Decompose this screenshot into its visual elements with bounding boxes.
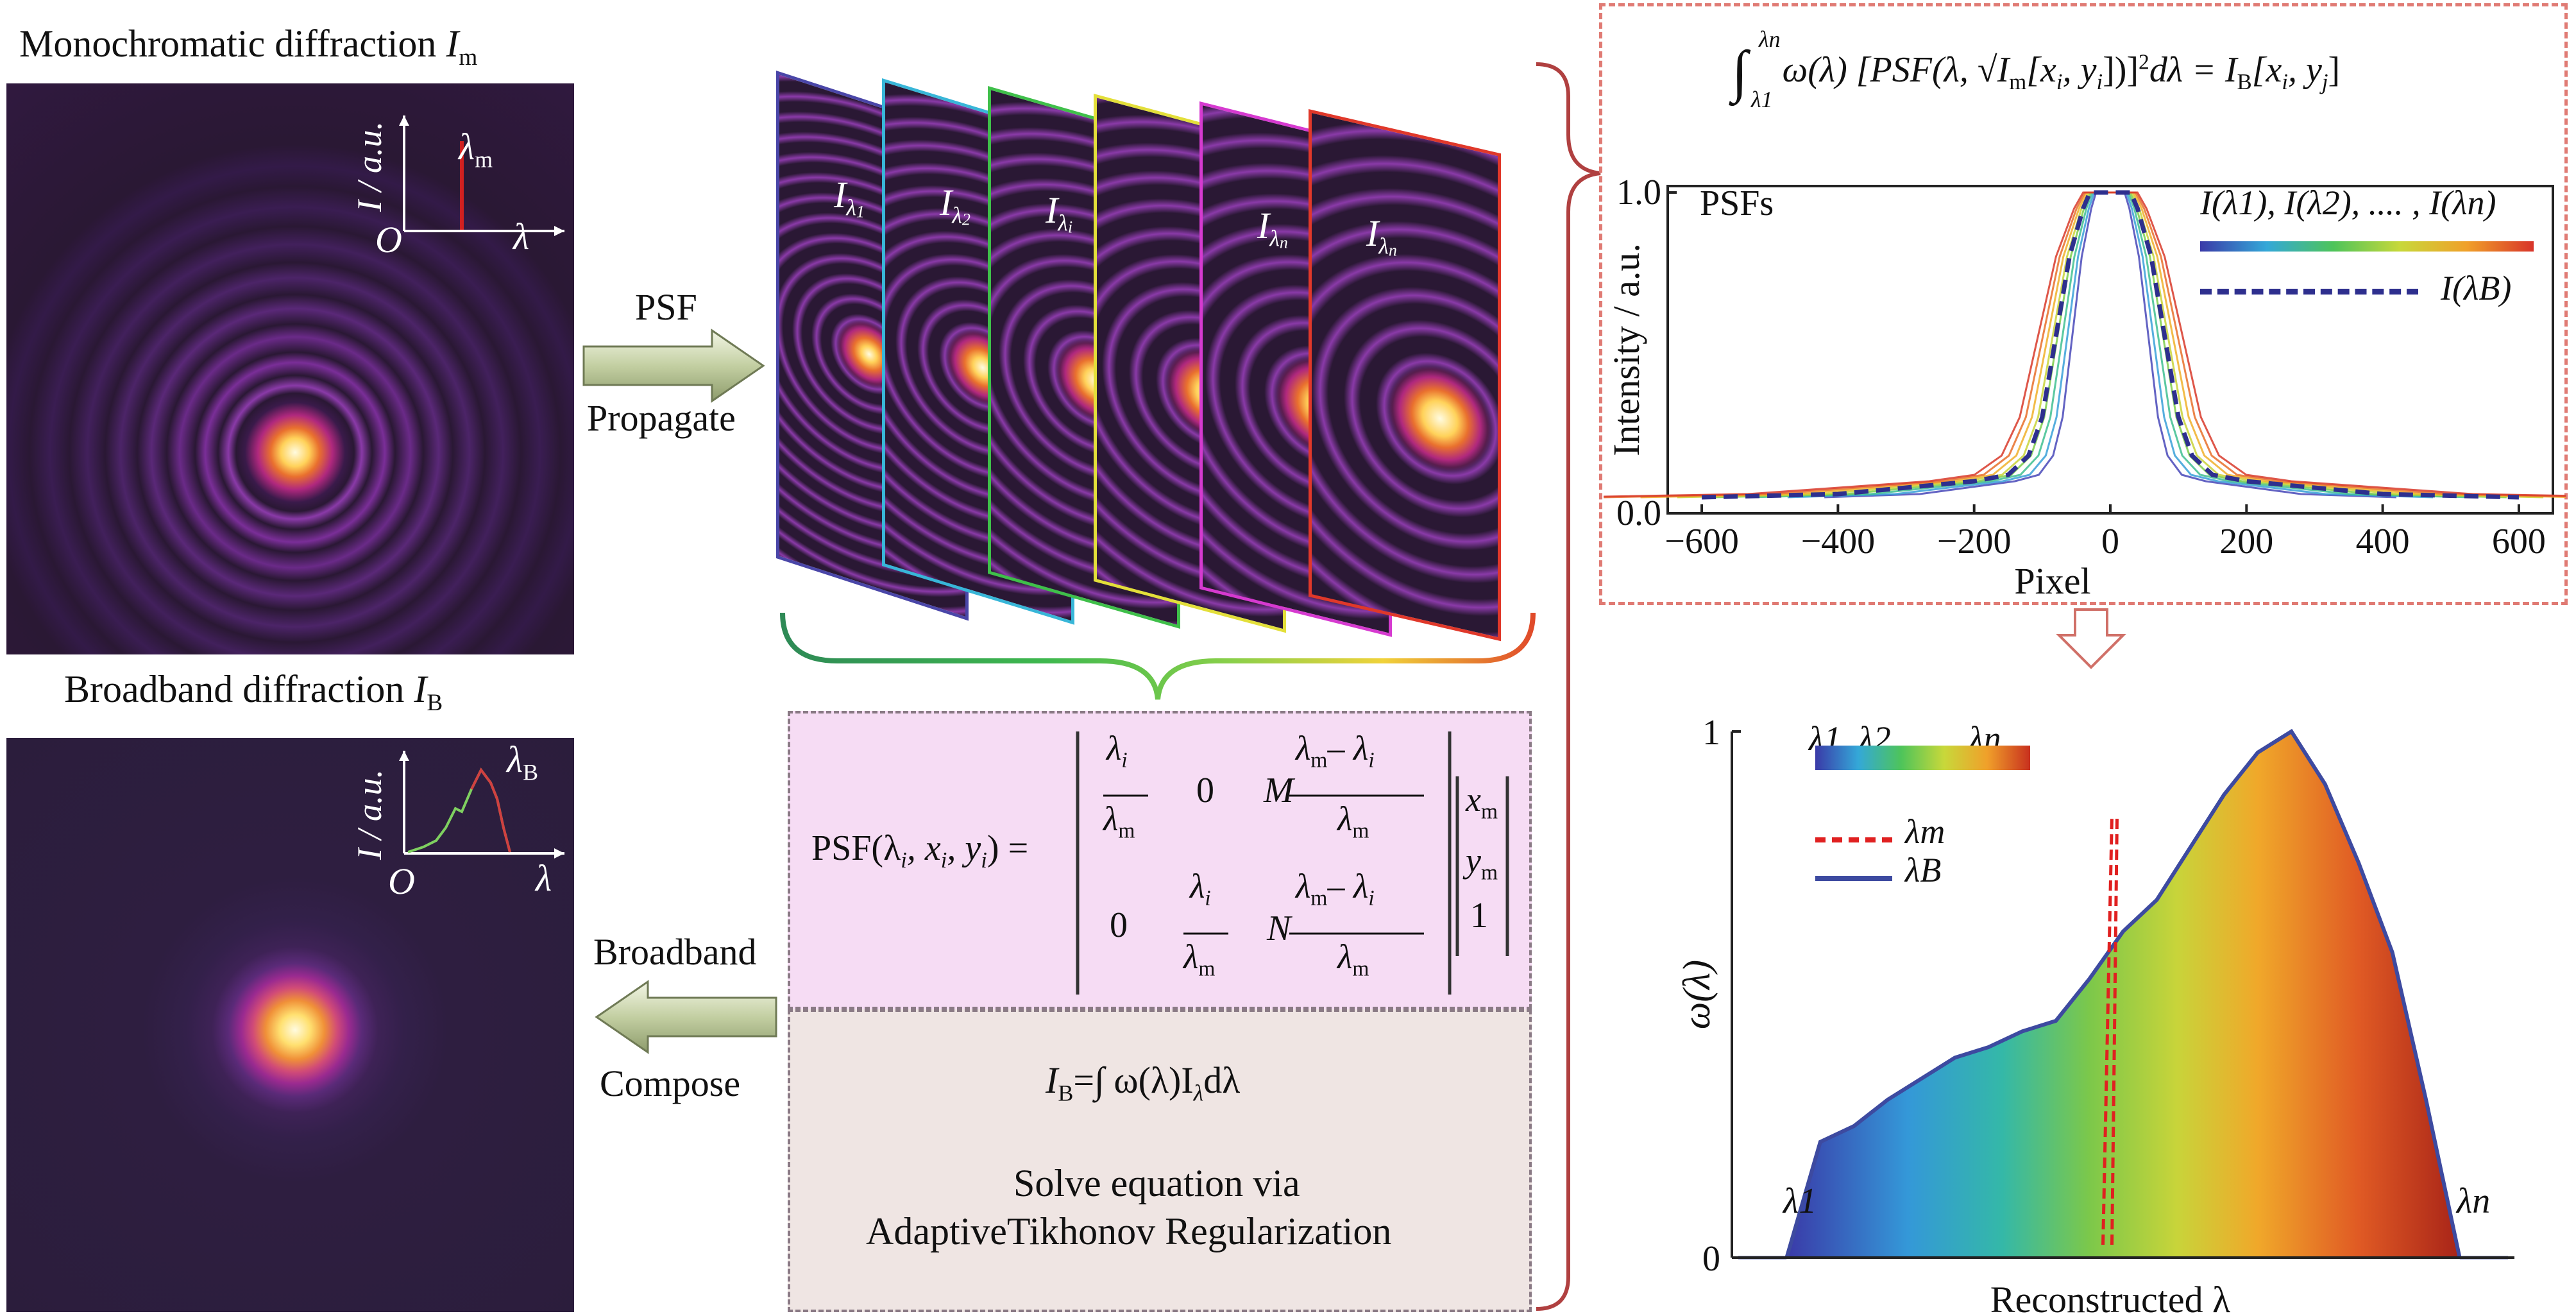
broad-diffraction-image bbox=[6, 738, 574, 1312]
psf-y-tick-label-0: 0.0 bbox=[1616, 493, 1661, 533]
weight-y-tick-label-1: 1 bbox=[1702, 713, 1720, 753]
psf-broadband-curve bbox=[1701, 190, 2520, 500]
psf-m11-den: λm bbox=[1103, 799, 1135, 843]
psf-plot-frame bbox=[1666, 185, 2554, 515]
top-equation-lower-limit: λ1 bbox=[1751, 87, 1773, 112]
compose-arrow-label-top: Broadband bbox=[593, 931, 757, 973]
psf-x-tick-label-0: −600 bbox=[1665, 522, 1739, 561]
mono-inset-origin: O bbox=[375, 219, 402, 261]
psf-x-tick-label-6: 600 bbox=[2492, 522, 2546, 561]
weight-y-axis-label: ω(λ) bbox=[1681, 960, 1718, 1029]
psf-m23-num: λm– λi bbox=[1296, 867, 1375, 910]
psf-intensity-chart: −600 −400 −200 0 200 400 600 0.0 1.0 Pixel Intensi… bbox=[1604, 173, 2566, 602]
broad-inset-x-label: λ bbox=[536, 857, 552, 899]
compose-arrow bbox=[595, 980, 777, 1054]
psf-curve-6 bbox=[1640, 191, 2566, 499]
psf-curve-2 bbox=[1787, 191, 2434, 499]
weight-legend-m-label: λm bbox=[1905, 812, 1945, 851]
stack-brace bbox=[780, 612, 1536, 700]
psf-m23-N: N bbox=[1267, 909, 1291, 948]
compose-method-line1: Solve equation via bbox=[1013, 1162, 1300, 1204]
psf-m23-den: λm bbox=[1337, 937, 1369, 981]
psf-equation-panel bbox=[788, 711, 1532, 1009]
mono-inset-x-label: λ bbox=[513, 216, 530, 257]
psf-frame-6 bbox=[1309, 109, 1501, 642]
psf-y-axis-label: Intensity / a.u. bbox=[1606, 243, 1647, 456]
psf-frame-label-2: Iλ2 bbox=[940, 182, 970, 229]
psf-legend-dash-label: I(λB) bbox=[2441, 269, 2512, 307]
psf-m22-den: λm bbox=[1183, 937, 1216, 981]
broad-inset-spectrum bbox=[399, 751, 564, 859]
psf-m11-num: λi bbox=[1106, 729, 1128, 773]
mono-diffraction-image bbox=[6, 83, 574, 654]
psf-chart-panel bbox=[1599, 3, 2568, 605]
psf-legend-rainbow-label: I(λ1), I(λ2), .... , I(λn) bbox=[2200, 184, 2496, 222]
down-arrow bbox=[2056, 608, 2126, 669]
psf-frame-label-6: Iλn bbox=[1366, 212, 1397, 260]
broad-inset-y-label: I / a.u. bbox=[350, 769, 389, 860]
psf-x-tick-label-3: 0 bbox=[2101, 522, 2119, 561]
weight-x-axis-label: Reconstructed λ bbox=[1990, 1279, 2230, 1315]
psf-legend-rainbow-bar bbox=[2200, 241, 2534, 252]
compose-panel bbox=[788, 1009, 1532, 1312]
psf-frame-label-1: Iλ1 bbox=[834, 174, 865, 221]
psf-x-tick-label-1: −400 bbox=[1801, 522, 1876, 561]
weight-legend-b-line bbox=[1815, 876, 1892, 881]
weight-lambda-n-label: λn bbox=[2457, 1181, 2491, 1221]
psf-x-axis-label: Pixel bbox=[2014, 560, 2090, 602]
psf-m21: 0 bbox=[1110, 905, 1128, 945]
propagate-arrow bbox=[582, 329, 765, 403]
psf-legend-dash-line bbox=[2200, 289, 2418, 295]
top-equation: ∫ λn λ1 ω(λ) [PSF(λ, √Im[xi, yi])]2dλ = … bbox=[1732, 26, 2341, 112]
compose-arrow-label-bottom: Compose bbox=[600, 1063, 741, 1104]
weight-spectrum-chart: 0 1 Reconstructed λ ω(λ) bbox=[1681, 713, 2514, 1315]
psf-frame-stack: Iλ1Iλ2IλiIλiIλnIλn bbox=[776, 71, 1546, 642]
mono-inset-spectrum bbox=[399, 115, 564, 236]
weight-legend-b-label: λB bbox=[1905, 851, 1942, 889]
mono-inset-y-label: I / a.u. bbox=[350, 121, 389, 212]
psf-m12: 0 bbox=[1196, 771, 1214, 810]
psf-vector-y: ym bbox=[1466, 841, 1498, 885]
psf-m13-M: M bbox=[1264, 771, 1294, 810]
mono-inset-peak-label: λm bbox=[459, 126, 493, 173]
compose-equation: IB=∫ ω(λ)Iλdλ bbox=[1046, 1059, 1241, 1106]
weight-lambda-m-line bbox=[2101, 816, 2114, 1245]
weight-spectrum-outline bbox=[1784, 728, 2462, 1258]
broad-inset-origin: O bbox=[388, 860, 415, 902]
psf-x-tick-label-2: −200 bbox=[1937, 522, 2012, 561]
psf-curve-5 bbox=[1677, 191, 2544, 499]
psf-m13-num: λm– λi bbox=[1296, 729, 1375, 773]
weight-lambda-m-line-2 bbox=[2110, 816, 2119, 1245]
psf-curve-8 bbox=[1604, 191, 2566, 498]
weight-legend-rainbow-bar bbox=[1815, 746, 2030, 770]
psf-matrix-bars bbox=[1076, 731, 1509, 995]
weight-y-tick-label-0: 0 bbox=[1702, 1239, 1720, 1279]
psf-equation: PSF(λi, xi, yi) = bbox=[811, 828, 1029, 873]
psf-x-tick-label-4: 200 bbox=[2219, 522, 2273, 561]
psf-vector-x: xm bbox=[1466, 780, 1498, 824]
compose-method-line2: AdaptiveTikhonov Regularization bbox=[866, 1210, 1392, 1252]
psf-x-tick-label-5: 400 bbox=[2356, 522, 2410, 561]
psf-m22-num: λi bbox=[1190, 867, 1211, 910]
weight-legend-m-line bbox=[1815, 837, 1892, 842]
psf-m13-den: λm bbox=[1337, 799, 1369, 843]
broad-title: Broadband diffraction IB bbox=[64, 668, 443, 717]
weight-spectrum-area bbox=[1786, 731, 2460, 1258]
broad-inset-peak-label: λB bbox=[507, 739, 539, 785]
psf-vector-one: 1 bbox=[1470, 896, 1488, 936]
psf-y-tick-label-1: 1.0 bbox=[1616, 173, 1661, 212]
mono-title: Monochromatic diffraction Im bbox=[19, 22, 478, 71]
propagate-arrow-label-bottom: Propagate bbox=[587, 397, 736, 439]
psf-curve-4 bbox=[1714, 191, 2507, 499]
psf-frame-label-3: Iλi bbox=[1046, 189, 1073, 237]
psf-curve-3 bbox=[1750, 191, 2470, 499]
psf-chart-inner-label: PSFs bbox=[1700, 184, 1774, 223]
psf-curve-1 bbox=[1824, 191, 2396, 499]
weight-lambda-1-label: λ1 bbox=[1783, 1181, 1817, 1221]
propagate-arrow-label-top: PSF bbox=[635, 286, 697, 328]
psf-frame-label-5: Iλn bbox=[1257, 205, 1288, 252]
top-equation-upper-limit: λn bbox=[1759, 26, 1781, 52]
right-brace bbox=[1536, 62, 1601, 1311]
